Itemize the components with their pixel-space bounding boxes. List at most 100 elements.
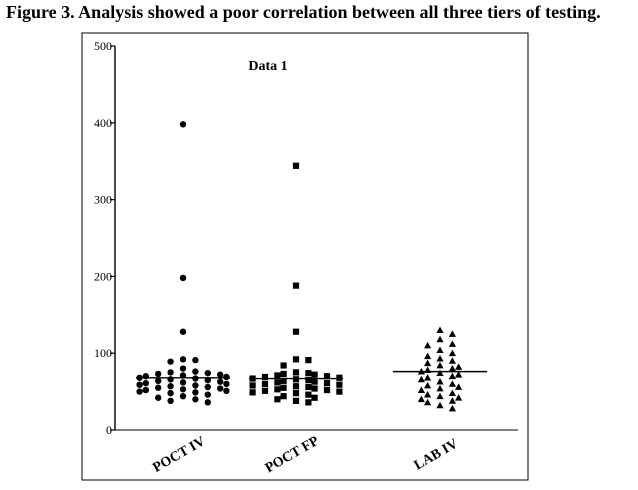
series-triangle-group bbox=[417, 326, 463, 412]
data-point-circle bbox=[192, 382, 199, 389]
y-tick-label: 100 bbox=[94, 346, 112, 360]
data-point-square bbox=[292, 390, 300, 397]
data-point-circle bbox=[192, 375, 199, 382]
category-label: POCT IV bbox=[151, 434, 208, 476]
data-point-triangle bbox=[436, 361, 444, 369]
data-point-square bbox=[274, 386, 281, 393]
data-point-circle bbox=[167, 397, 174, 405]
data-point-circle bbox=[179, 386, 187, 393]
data-point-triangle bbox=[436, 384, 444, 392]
x-axis-category-labels: POCT IV POCT FP LAB IV bbox=[151, 433, 461, 476]
data-point-square bbox=[305, 357, 312, 364]
y-tick-label: 200 bbox=[94, 269, 112, 283]
data-point-triangle bbox=[424, 359, 432, 367]
data-point-circle bbox=[155, 394, 162, 401]
data-point-triangle bbox=[424, 352, 432, 360]
data-point-circle bbox=[217, 378, 224, 385]
data-point-circle bbox=[179, 356, 187, 363]
data-point-square bbox=[336, 374, 343, 381]
data-point-triangle bbox=[448, 397, 456, 404]
data-point-circle bbox=[155, 377, 162, 385]
data-point-square bbox=[280, 393, 287, 400]
data-point-square bbox=[305, 399, 312, 406]
data-point-triangle bbox=[436, 369, 444, 377]
series-square-group bbox=[249, 162, 343, 406]
data-point-triangle bbox=[448, 372, 456, 380]
data-point-circle bbox=[142, 386, 149, 394]
data-point-circle bbox=[204, 391, 211, 398]
data-point-triangle bbox=[448, 330, 456, 337]
data-point-triangle bbox=[436, 401, 444, 409]
data-point-circle bbox=[179, 372, 187, 379]
data-point-circle bbox=[179, 379, 187, 386]
y-tick-label: 0 bbox=[106, 423, 112, 437]
data-point-square bbox=[261, 387, 269, 394]
data-point-square bbox=[292, 376, 300, 383]
data-point-triangle bbox=[448, 340, 456, 347]
data-point-circle bbox=[167, 389, 174, 397]
data-point-triangle bbox=[455, 383, 463, 390]
data-point-circle bbox=[167, 376, 174, 383]
data-point-square bbox=[323, 386, 331, 394]
y-tick-label: 500 bbox=[94, 39, 112, 53]
data-point-square bbox=[274, 379, 281, 386]
data-point-circle bbox=[155, 370, 162, 378]
data-point-circle bbox=[217, 371, 224, 378]
data-point-triangle bbox=[436, 378, 444, 385]
data-point-triangle bbox=[455, 394, 463, 401]
data-point-triangle bbox=[417, 375, 425, 383]
data-point-triangle bbox=[448, 404, 456, 412]
y-axis: 0 100 200 300 400 500 bbox=[94, 39, 518, 437]
data-point-square bbox=[292, 328, 300, 335]
data-point-triangle bbox=[448, 357, 456, 364]
data-point-square bbox=[336, 388, 343, 395]
data-point-circle bbox=[179, 365, 187, 372]
data-point-circle bbox=[192, 396, 199, 403]
data-point-circle bbox=[179, 328, 187, 335]
data-point-circle bbox=[204, 399, 211, 406]
y-tick-label: 300 bbox=[94, 193, 112, 207]
data-point-square bbox=[249, 389, 256, 396]
data-point-triangle bbox=[424, 391, 432, 398]
data-point-square bbox=[280, 377, 287, 384]
data-point-square bbox=[292, 383, 300, 390]
data-point-square bbox=[311, 378, 318, 385]
data-point-circle bbox=[136, 381, 143, 388]
data-point-square bbox=[261, 373, 269, 381]
data-point-square bbox=[280, 384, 287, 391]
data-point-square bbox=[274, 396, 281, 403]
data-point-circle bbox=[223, 387, 230, 395]
category-label: LAB IV bbox=[412, 437, 461, 474]
data-point-circle bbox=[179, 393, 187, 400]
data-point-circle bbox=[167, 383, 174, 390]
data-point-square bbox=[305, 370, 312, 377]
data-point-square bbox=[311, 385, 318, 392]
data-point-square bbox=[249, 382, 256, 389]
data-point-triangle bbox=[436, 392, 444, 400]
data-point-circle bbox=[142, 373, 149, 380]
figure-caption-text: Analysis showed a poor correlation betwe… bbox=[74, 2, 601, 22]
data-point-square bbox=[280, 370, 287, 378]
data-point-square bbox=[305, 383, 312, 391]
data-point-circle bbox=[217, 385, 224, 392]
data-point-square bbox=[323, 373, 331, 380]
data-point-triangle bbox=[448, 349, 456, 357]
data-point-triangle bbox=[455, 363, 463, 370]
data-point-triangle bbox=[424, 398, 432, 406]
data-point-square bbox=[292, 282, 300, 289]
data-point-triangle bbox=[417, 395, 425, 403]
data-point-triangle bbox=[424, 374, 432, 381]
data-point-triangle bbox=[436, 335, 444, 343]
data-point-square bbox=[292, 356, 300, 363]
data-point-square bbox=[305, 376, 312, 384]
data-point-circle bbox=[142, 379, 149, 387]
data-point-triangle bbox=[417, 386, 425, 393]
data-point-circle bbox=[136, 388, 143, 395]
data-point-square bbox=[292, 162, 300, 169]
data-point-circle bbox=[192, 389, 199, 396]
plot-frame bbox=[81, 32, 529, 481]
data-point-square bbox=[280, 362, 287, 369]
data-point-square bbox=[305, 391, 312, 398]
data-point-triangle bbox=[448, 380, 456, 387]
data-point-circle bbox=[179, 274, 187, 282]
